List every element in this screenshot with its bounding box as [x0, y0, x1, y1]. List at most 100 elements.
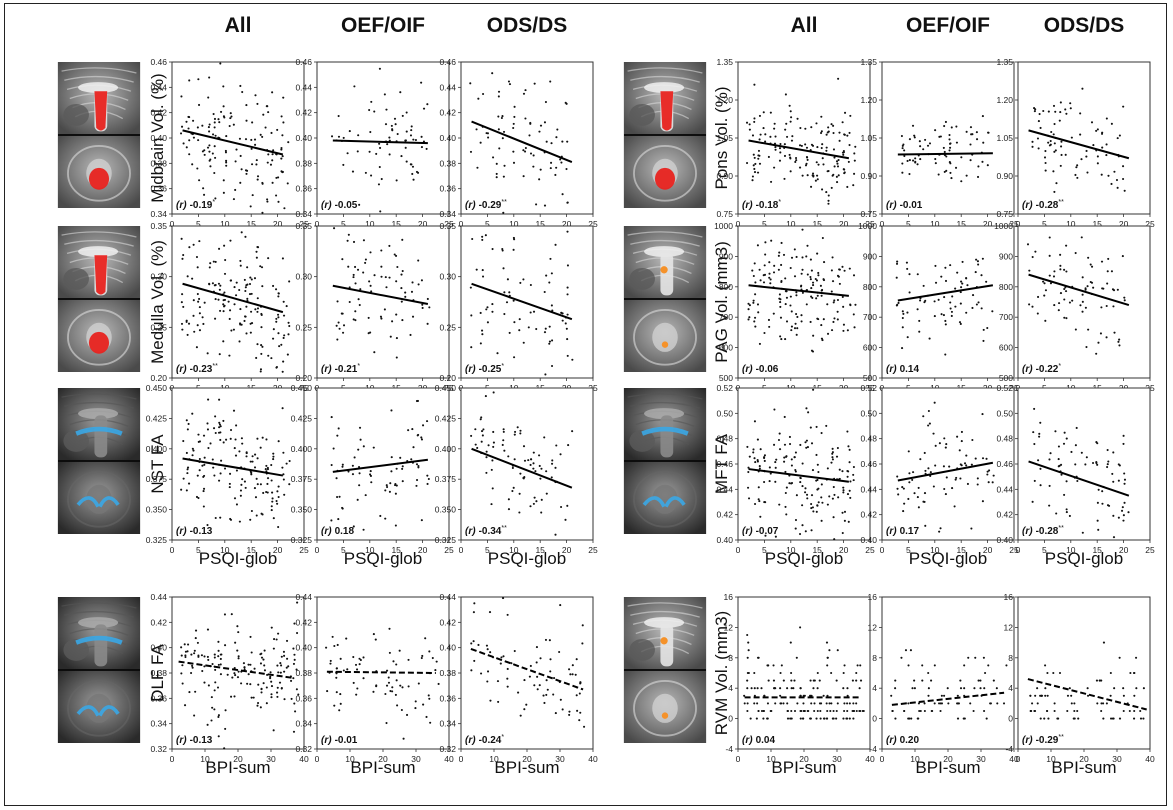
data-point: [816, 504, 819, 507]
data-point: [217, 714, 220, 717]
data-point: [764, 534, 767, 537]
plot-frame: [171, 596, 305, 750]
data-point: [394, 693, 397, 696]
data-point: [470, 669, 473, 672]
data-point: [232, 328, 235, 331]
data-point: [400, 155, 403, 158]
data-point: [238, 520, 241, 523]
data-point: [194, 629, 198, 632]
data-point: [255, 514, 258, 517]
y-tick-label: -4: [725, 744, 733, 754]
data-point: [789, 641, 792, 644]
x-tick-label: 0: [170, 219, 175, 229]
data-point: [1065, 508, 1068, 511]
data-point: [1028, 303, 1031, 306]
y-tick-label: 0.42: [860, 510, 877, 520]
data-point: [228, 482, 231, 485]
data-point: [392, 660, 395, 663]
data-point: [843, 664, 846, 667]
data-point: [265, 702, 268, 705]
data-point: [842, 486, 845, 489]
data-point: [1033, 709, 1036, 713]
data-point: [944, 323, 947, 326]
data-point: [203, 153, 206, 156]
data-point: [281, 155, 284, 158]
data-point: [415, 478, 419, 482]
data-point: [256, 457, 259, 460]
data-point: [217, 663, 220, 666]
data-point: [843, 133, 846, 136]
data-point: [748, 304, 751, 307]
data-point: [405, 111, 408, 114]
data-point: [219, 663, 222, 666]
data-point: [336, 643, 339, 647]
data-point: [1058, 119, 1061, 122]
y-tick-label: 900: [719, 251, 733, 261]
data-point: [790, 679, 793, 682]
data-point: [810, 502, 813, 506]
data-point: [214, 668, 217, 671]
data-point: [404, 146, 407, 149]
data-point: [794, 451, 797, 454]
data-point: [497, 90, 501, 93]
data-point: [756, 702, 759, 705]
data-point: [801, 291, 804, 294]
data-point: [238, 322, 242, 325]
y-tick-label: 0.40: [439, 133, 456, 143]
data-point: [778, 432, 781, 435]
data-point: [1033, 479, 1036, 482]
data-point: [272, 149, 275, 152]
data-point: [426, 474, 429, 477]
data-point: [798, 166, 802, 169]
data-point: [264, 468, 267, 471]
data-point: [192, 299, 195, 302]
data-point: [359, 658, 362, 662]
data-point: [769, 472, 772, 475]
data-point: [358, 472, 361, 475]
data-point: [958, 321, 962, 324]
data-point: [837, 77, 840, 80]
data-point: [184, 655, 187, 659]
data-point: [230, 329, 233, 332]
data-point: [535, 327, 538, 331]
y-tick-label: 0.30: [150, 272, 167, 282]
data-point: [290, 697, 293, 700]
data-point: [550, 272, 553, 275]
data-point: [1075, 166, 1078, 169]
data-point: [559, 453, 562, 456]
data-point: [965, 130, 968, 133]
y-tick-label: 0.20: [295, 373, 312, 383]
data-point: [846, 329, 849, 332]
data-point: [762, 281, 766, 284]
y-tick-label: 0.36: [439, 184, 456, 194]
data-point: [388, 627, 391, 630]
data-point: [203, 456, 206, 459]
data-point: [757, 311, 760, 314]
x-tick-label: 25: [444, 545, 454, 555]
data-point: [1037, 295, 1040, 299]
data-point: [981, 457, 985, 460]
data-point: [969, 143, 972, 146]
data-point: [927, 687, 930, 690]
data-point: [229, 429, 233, 432]
data-point: [522, 175, 525, 178]
data-point: [827, 130, 830, 133]
data-point: [806, 158, 809, 161]
data-point: [421, 654, 424, 658]
data-point: [568, 710, 571, 713]
y-tick-label: 1.05: [860, 133, 877, 143]
data-point: [1084, 287, 1087, 290]
data-point: [819, 284, 822, 287]
data-point: [812, 334, 815, 337]
data-point: [511, 466, 514, 469]
data-point: [800, 144, 803, 147]
data-point: [973, 687, 976, 690]
data-point: [959, 679, 962, 682]
data-point: [475, 128, 478, 131]
data-point: [934, 444, 937, 447]
data-point: [497, 128, 500, 131]
data-point: [293, 702, 296, 705]
data-point: [335, 324, 338, 327]
data-point: [330, 416, 333, 419]
